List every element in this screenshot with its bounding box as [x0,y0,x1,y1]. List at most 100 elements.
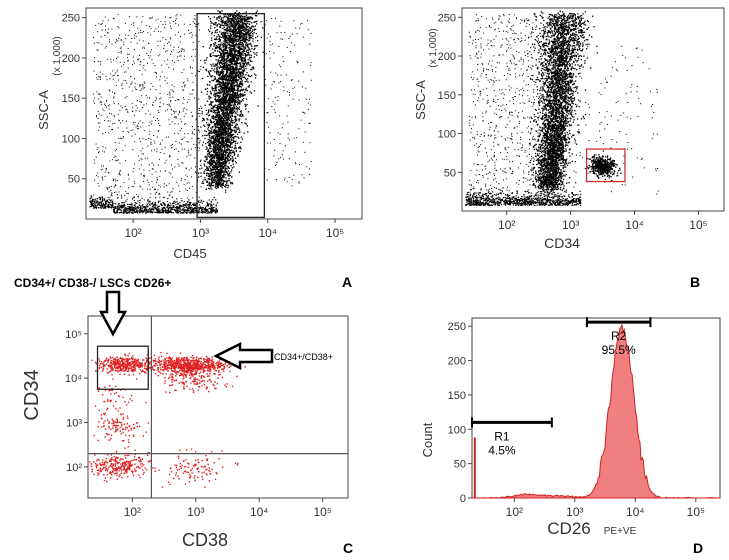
scatter-dot [239,82,241,85]
scatter-dot [210,184,213,186]
scatter-dot [238,52,240,54]
scatter-dot [95,207,97,209]
scatter-dot [214,127,217,129]
scatter-dot [212,166,215,169]
scatter-dot [215,44,218,47]
scatter-dot [202,135,204,137]
scatter-dot [224,89,226,91]
scatter-dot [229,41,231,43]
scatter-dot [235,50,237,52]
scatter-dot [226,67,229,69]
scatter-dot [112,203,114,206]
scatter-dot [223,84,225,87]
scatter-dot [90,200,92,202]
scatter-dot [238,73,240,75]
scatter-dot [219,23,221,26]
scatter-dot [222,65,224,67]
scatter-dot [229,140,231,142]
scatter-dot [218,46,220,49]
scatter-dot [231,99,233,102]
scatter-dot [216,175,218,178]
scatter-dot [242,95,244,97]
scatter-dot [219,127,221,129]
scatter-dot [227,78,229,81]
scatter-dot [245,118,247,120]
scatter-dot [225,73,227,76]
scatter-dot [133,199,135,202]
scatter-dot [223,48,225,50]
scatter-dot [220,179,222,181]
scatter-dot [229,88,232,90]
scatter-dot [247,78,249,80]
scatter-dot [207,208,209,211]
scatter-dot [217,134,219,136]
scatter-dot [232,137,234,139]
scatter-dot [219,67,221,69]
scatter-dot [216,137,218,140]
scatter-dot [231,13,233,15]
scatter-dot [171,212,173,214]
scatter-dot [236,46,238,48]
scatter-dot [223,53,226,56]
scatter-dot [217,100,219,103]
scatter-dot [95,200,98,202]
scatter-dot [236,68,238,70]
scatter-dot [158,205,160,207]
scatter-dot [230,138,233,141]
scatter-dot [143,211,145,213]
scatter-dot [228,127,230,129]
scatter-dot [213,157,216,159]
scatter-dot [199,201,202,203]
scatter-dot [224,134,227,136]
scatter-dot [224,55,226,57]
scatter-dot [113,206,116,208]
scatter-dot [230,18,232,20]
scatter-dot [224,191,227,193]
scatter-dot [224,99,226,102]
scatter-dot [233,75,235,78]
scatter-dot [229,125,231,127]
scatter-dot [231,83,234,85]
scatter-dot [100,201,102,204]
scatter-dot [234,47,236,50]
scatter-dot [223,83,225,85]
scatter-dot [246,89,249,92]
scatter-dot [201,206,203,209]
scatter-dot [94,203,96,205]
scatter-dot [176,206,178,208]
scatter-dot [217,59,219,61]
scatter-dot [246,80,248,82]
scatter-dot [240,24,243,26]
scatter-dot [221,52,223,55]
scatter-dot [243,62,246,65]
scatter-dot [224,65,226,67]
scatter-dot [228,83,231,85]
scatter-dot [212,178,214,181]
scatter-dot [221,97,224,100]
scatter-dot [219,73,221,76]
scatter-dot [235,63,237,65]
scatter-dot [216,182,218,184]
scatter-dot [222,27,224,30]
scatter-dot [203,163,205,165]
scatter-dot [194,204,196,206]
scatter-dot [243,69,245,71]
scatter-dot [226,23,228,25]
scatter-dot [245,38,247,40]
scatter-dot [208,156,211,158]
scatter-dot [201,111,203,113]
scatter-dot [144,209,146,212]
scatter-dot [236,92,238,94]
scatter-dot [207,126,210,129]
scatter-dot [244,54,246,56]
scatter-dot [233,78,235,80]
scatter-dot [230,102,232,104]
scatter-dot [230,118,233,120]
scatter-dot [247,49,249,51]
scatter-dot [222,124,224,126]
scatter-dot [202,211,204,213]
scatter-dot [221,163,223,165]
scatter-dot [238,70,240,72]
scatter-dot [233,60,235,63]
scatter-dot [228,103,230,105]
